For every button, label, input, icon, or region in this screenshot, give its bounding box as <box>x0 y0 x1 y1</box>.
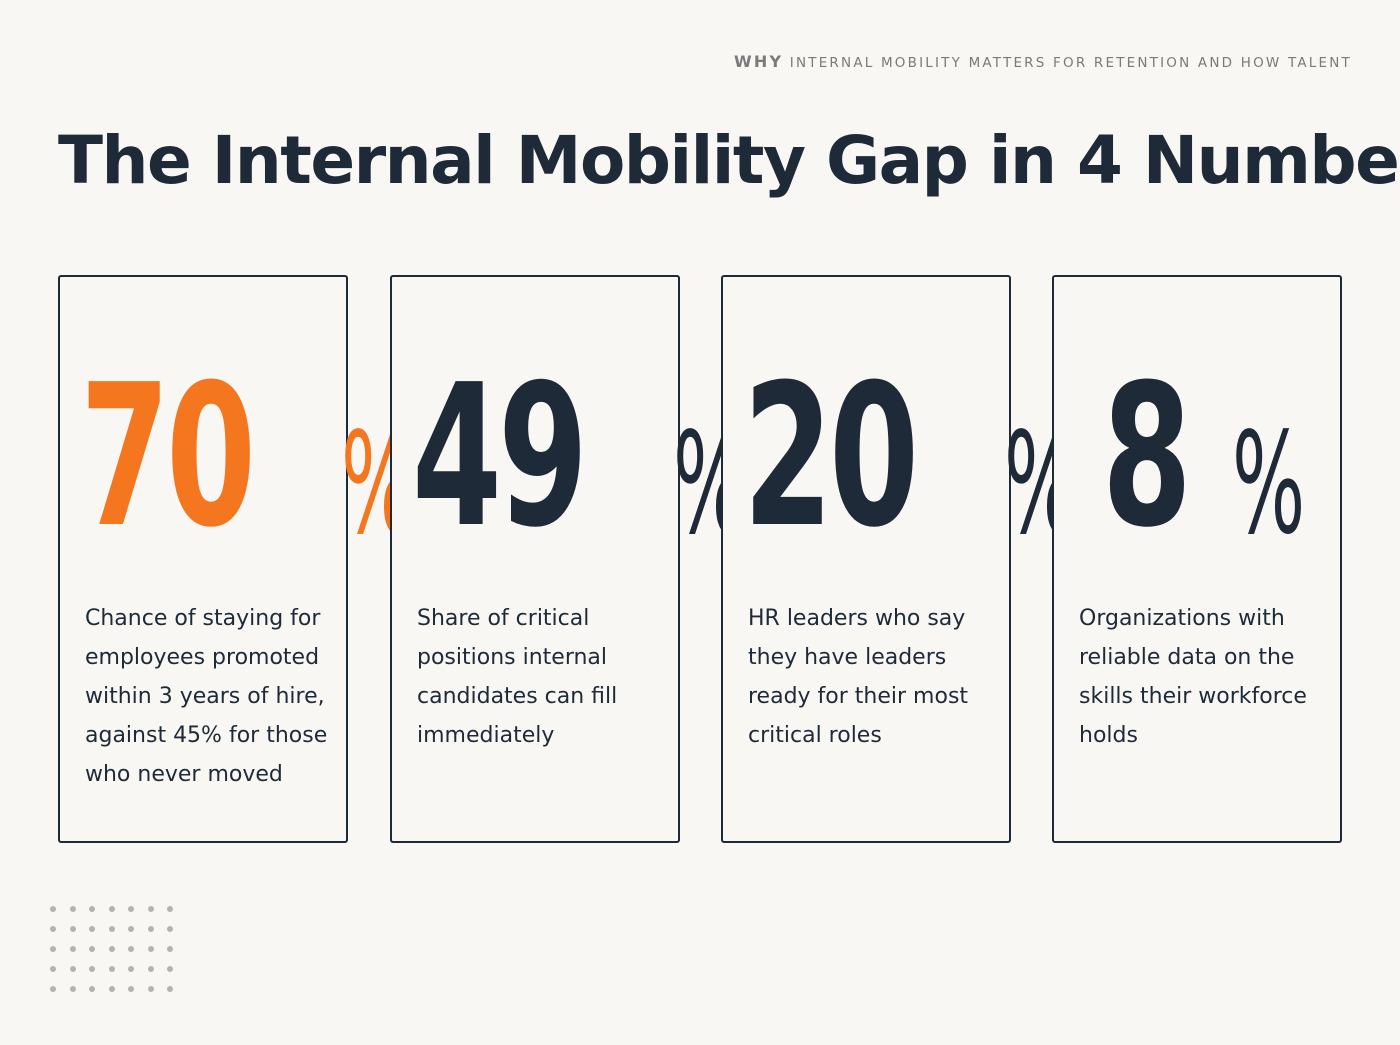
dot <box>128 906 134 912</box>
stat-number: 49 <box>412 343 588 571</box>
dot <box>147 966 154 972</box>
stat-description: HR leaders who say they have leaders rea… <box>748 606 969 748</box>
stat-description: Chance of staying for employees promoted… <box>85 606 328 787</box>
dot <box>89 966 95 972</box>
dot <box>128 966 134 972</box>
dot <box>69 906 76 912</box>
dot <box>167 966 173 972</box>
dot <box>167 946 173 952</box>
decorative-dot-grid <box>50 906 182 1002</box>
stat-value: 49% <box>412 359 746 555</box>
eyebrow-rest: INTERNAL MOBILITY MATTERS FOR RETENTION … <box>789 55 1352 71</box>
dot <box>89 906 95 912</box>
dot <box>108 946 115 952</box>
stat-value: 20% <box>743 359 1077 555</box>
dot <box>89 986 95 992</box>
stat-number: 8 <box>1102 343 1192 571</box>
dot <box>108 986 115 992</box>
dot <box>69 926 76 932</box>
dot <box>128 926 134 932</box>
dot <box>89 926 95 932</box>
dot <box>108 926 115 932</box>
page-title: The Internal Mobility Gap in 4 Numbers <box>58 122 1400 199</box>
dot <box>167 986 173 992</box>
dot <box>128 946 134 952</box>
dot <box>69 946 76 952</box>
dot <box>69 966 76 972</box>
stat-value: 70% <box>80 359 414 555</box>
stat-card-1: 70% Chance of staying for employees prom… <box>58 275 414 843</box>
stat-number: 70 <box>80 343 256 571</box>
dot <box>108 966 115 972</box>
stat-description: Organizations with reliable data on the … <box>1079 606 1307 748</box>
eyebrow-header: WHY INTERNAL MOBILITY MATTERS FOR RETENT… <box>734 52 1352 71</box>
dot <box>50 926 56 932</box>
eyebrow-lead: WHY <box>734 52 784 71</box>
dot <box>50 966 56 972</box>
stat-cards: 70% Chance of staying for employees prom… <box>58 275 1342 843</box>
dot <box>147 986 154 992</box>
dot <box>147 906 154 912</box>
stat-card-3: 20% HR leaders who say they have leaders… <box>721 275 1077 843</box>
stat-number: 20 <box>743 343 919 571</box>
dot <box>89 946 95 952</box>
dot <box>108 906 115 912</box>
dot <box>147 926 154 932</box>
stat-card-2: 49% Share of critical positions internal… <box>390 275 746 843</box>
dot <box>167 926 173 932</box>
dot <box>50 946 56 952</box>
dot <box>69 986 76 992</box>
stat-value: 8% <box>1102 359 1352 566</box>
dot <box>50 986 56 992</box>
dot <box>147 946 154 952</box>
stat-card-4: 8% Organizations with reliable data on t… <box>1052 275 1342 843</box>
dot <box>167 906 173 912</box>
stat-unit: % <box>1232 403 1306 566</box>
dot <box>128 986 134 992</box>
dot <box>50 906 56 912</box>
stat-description: Share of critical positions internal can… <box>417 606 618 748</box>
